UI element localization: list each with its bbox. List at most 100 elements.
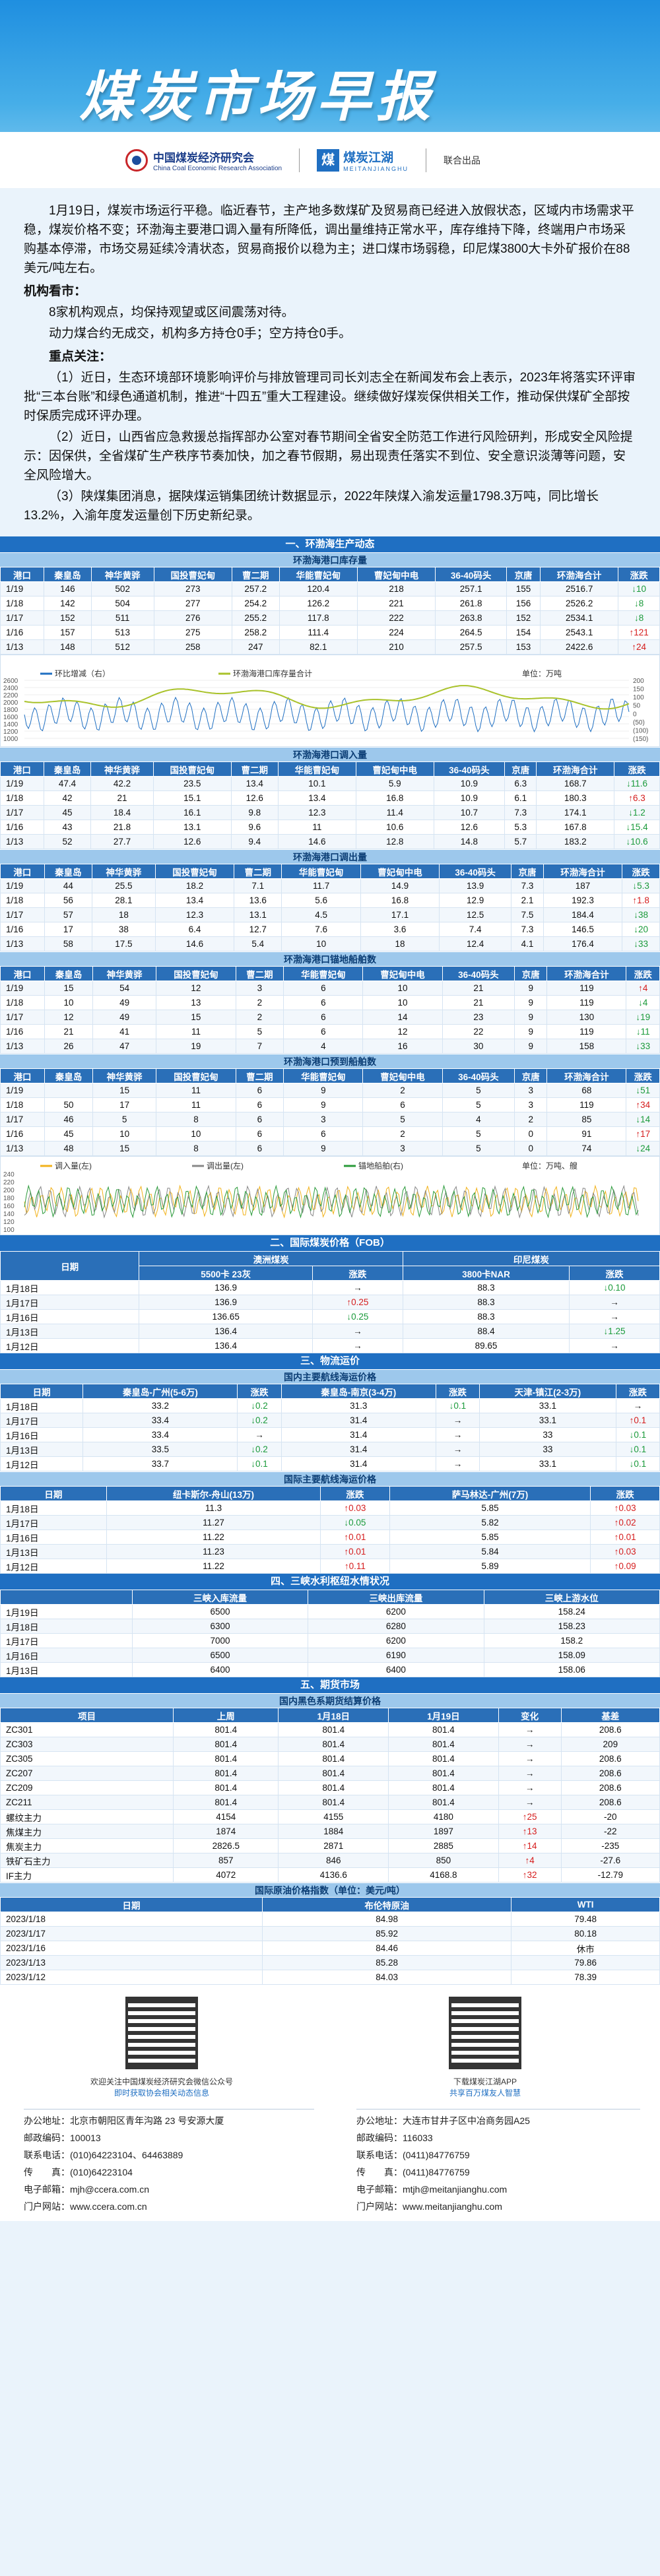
table-cell: 18.4 (90, 805, 154, 820)
table-cell: 9 (283, 1083, 364, 1098)
y-tick-label: 1000 (3, 736, 18, 743)
col-header: 上周 (173, 1708, 279, 1723)
table-cell: 1/13 (0, 936, 45, 951)
table-cell: 13.9 (439, 878, 512, 893)
table-cell: → (615, 1398, 660, 1413)
table-cell: 257.2 (231, 581, 280, 596)
table-cell: 1/18 (0, 790, 44, 806)
table-cell: 33.4 (82, 1413, 238, 1428)
ccera-contact: 办公地址：北京市朝阳区青年沟路 23 号安源大厦 邮政编码：100013 联系电话：… (24, 2109, 314, 2215)
intro-paragraph: 8家机构观点，均保持观望或区间震荡对待。 (49, 306, 294, 319)
water-table: 三峡入库流量 三峡出库流量 三峡上游水位 1月19日 6500 6200 158.24 1月1… (0, 1590, 660, 1677)
table-cell: 30 (442, 1039, 515, 1054)
table-cell: 801.4 (173, 1795, 279, 1810)
table-title: 环渤海港口调入量 (0, 747, 660, 761)
col-header: 秦皇岛-南京(3-4万) (280, 1384, 436, 1399)
table-cell: ZC209 (0, 1780, 174, 1795)
table-row: 1月16日 136.65 ↓0.25 88.3 → (0, 1309, 660, 1324)
table-cell: 2023/1/18 (0, 1912, 263, 1927)
y-tick-label: 200 (3, 1187, 15, 1194)
series-line (24, 696, 630, 733)
table-cell: 130 (546, 1010, 627, 1025)
col-header: 涨跌 (622, 864, 660, 879)
table-cell: ↑0.11 (320, 1559, 390, 1574)
wechat-qr-code (125, 1997, 198, 2069)
table-cell: ↑13 (498, 1824, 562, 1839)
table-cell: -235 (560, 1838, 660, 1853)
table-row: 1/17 152 511 276 255.2 117.8 222 263.8 152 2534.1… (0, 610, 660, 626)
table-cell: 31.4 (280, 1442, 436, 1457)
col-header: 环渤海合计 (546, 966, 627, 981)
table-cell: 801.4 (278, 1780, 389, 1795)
table-cell: 17 (92, 1097, 157, 1112)
col-header: 国投曹妃甸 (152, 761, 232, 777)
col-header: 环渤海合计 (540, 567, 619, 582)
table-cell: 801.4 (278, 1766, 389, 1781)
ships-table: 港口 秦皇岛 神华黄骅 国投曹妃甸 曹二期 华能曹妃甸 曹妃甸中电 36-40码头 京唐 环渤海合… (0, 1068, 660, 1156)
table-cell: 2 (235, 995, 284, 1010)
table-cell: 21 (44, 1024, 93, 1039)
table-row: 1/13 52 27.7 12.6 9.4 14.6 12.8 14.8 5.7 183.2 ↓10… (0, 834, 660, 849)
table-row: ZC301 801.4 801.4 801.4 → 208.6 (0, 1722, 660, 1737)
table-cell: 9 (514, 981, 548, 996)
table-cell: 11.23 (106, 1544, 321, 1559)
table-row: 焦炭主力 2826.5 2871 2885 ↑14 -235 (0, 1838, 660, 1853)
y-tick-label: 200 (633, 678, 644, 685)
table-cell: 168.7 (536, 776, 615, 791)
table-cell: 54 (92, 981, 157, 996)
table-cell: 120.4 (279, 581, 358, 596)
table-cell: 12 (44, 1010, 93, 1025)
y-tick-label: 100 (3, 1227, 15, 1234)
table-cell: 1月13日 (0, 1544, 107, 1559)
table-cell: 1/18 (0, 893, 45, 908)
table-cell: 504 (90, 596, 154, 611)
section-heading: 机构看市： (24, 284, 87, 298)
table-row: 1/19 44 25.5 18.2 7.1 11.7 14.9 13.9 7.3 187 ↓5.3 (0, 878, 660, 893)
crude-table: 日期 布伦特原油 WTI 2023/1/18 84.98 79.48 2023/1/17 85… (0, 1897, 660, 1985)
table-cell: IF主力 (0, 1867, 174, 1883)
table-cell: ↓0.1 (615, 1456, 660, 1471)
table-cell: 10.6 (355, 820, 434, 835)
col-header: 秦皇岛-广州(5-6万) (82, 1384, 238, 1399)
table-row: 2023/1/18 84.98 79.48 (0, 1912, 660, 1927)
table-cell: 156 (506, 596, 541, 611)
table-cell: 11.22 (106, 1530, 321, 1545)
table-cell: 136.9 (139, 1295, 313, 1310)
table-cell: → (435, 1442, 480, 1457)
table-cell: 12 (362, 1024, 443, 1039)
table-cell: 153 (506, 639, 541, 655)
table-cell: ↓33 (626, 1039, 660, 1054)
col-header: 涨跌 (590, 1486, 660, 1501)
table-row: 1/16 43 21.8 13.1 9.6 11 10.6 12.6 5.3 167.8 ↓15.4 (0, 820, 660, 835)
col-header: 涨跌 (626, 966, 660, 981)
table-cell: 8 (156, 1112, 236, 1127)
table-title: 国际主要航线海运价格 (0, 1471, 660, 1486)
table-cell: 5.85 (389, 1500, 591, 1516)
table-cell: 16.8 (360, 893, 440, 908)
table-row: 1/18 50 17 11 6 9 6 5 3 119 ↑34 (0, 1097, 660, 1112)
table-title: 国内主要航线海运价格 (0, 1369, 660, 1384)
table-cell: ↓19 (626, 1010, 660, 1025)
table-cell: 0 (514, 1141, 548, 1156)
col-header: 秦皇岛 (44, 567, 92, 582)
col-header: 1月19日 (388, 1708, 499, 1723)
table-cell: 1/18 (0, 596, 45, 611)
table-cell: 1/13 (0, 1141, 46, 1156)
qr-caption: 下载煤炭江湖APP 共享百万煤友人智慧 (449, 2077, 521, 2098)
table-cell: 42 (43, 790, 92, 806)
table-cell: 11 (156, 1083, 236, 1098)
table-cell: 1月18日 (0, 1398, 84, 1413)
mtjh-contact: 办公地址：大连市甘井子区中冶商务园A25 邮政编码：116033 联系电话：(041… (356, 2109, 640, 2215)
intro-paragraph: （1）近日，生态环境部环境影响评价与排放管理司司长刘志全在新闻发布会上表示，20… (24, 371, 636, 423)
table-cell: 119 (546, 1097, 627, 1112)
table-cell: 511 (90, 610, 154, 626)
table-cell: 14.9 (360, 878, 440, 893)
col-header: 涨跌 (626, 1068, 660, 1083)
table-cell: 17.1 (360, 907, 440, 922)
table-cell: ↑1.8 (622, 893, 660, 908)
table-cell: 46 (44, 1112, 93, 1127)
table-cell: 6280 (308, 1619, 484, 1634)
table-row: 2023/1/16 84.46 休市 (0, 1941, 660, 1956)
col-header: 日期 (0, 1384, 84, 1399)
table-cell: 1/19 (0, 581, 45, 596)
